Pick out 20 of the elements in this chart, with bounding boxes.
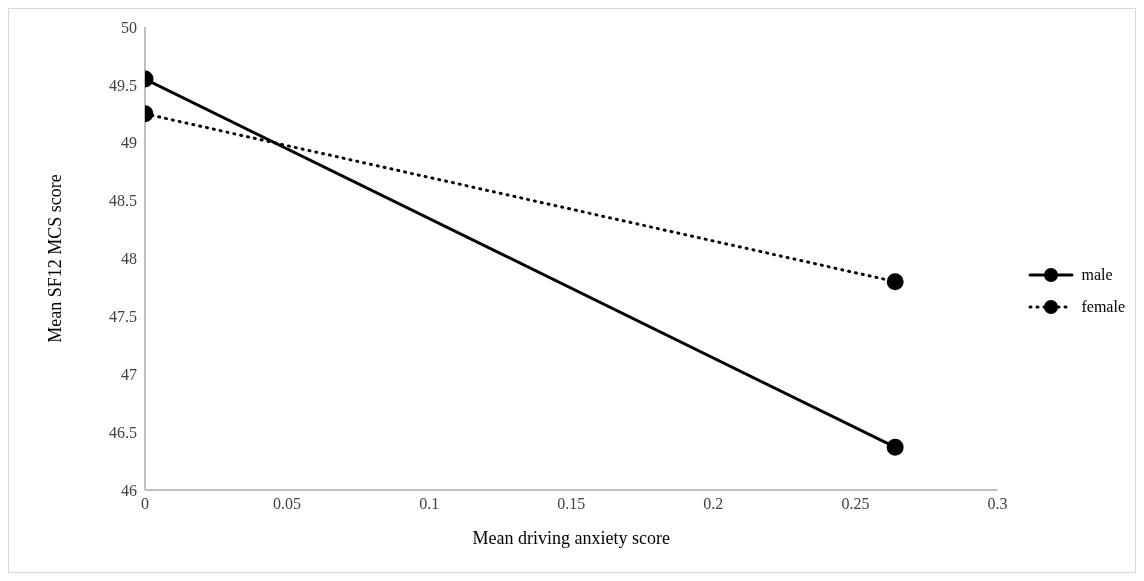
y-tick-label: 46 [121, 481, 137, 499]
y-tick-label: 50 [121, 18, 137, 36]
y-tick-label: 48 [121, 250, 137, 268]
legend-label: male [1081, 265, 1113, 284]
x-tick-label: 0.2 [703, 495, 724, 513]
x-tick-label: 0 [141, 495, 149, 513]
y-tick-label: 49 [121, 134, 137, 152]
y-tick-label: 47.5 [109, 308, 137, 326]
x-tick-label: 0.1 [419, 495, 440, 513]
y-tick-label: 49.5 [109, 76, 137, 94]
legend-label: female [1081, 297, 1125, 316]
y-tick-label: 47 [121, 365, 137, 383]
y-axis-title: Mean SF12 MCS score [45, 174, 66, 343]
x-axis-title: Mean driving anxiety score [472, 528, 670, 548]
y-tick-label: 48.5 [109, 192, 137, 210]
x-tick-label: 0.25 [841, 495, 870, 513]
x-tick-label: 0.05 [273, 495, 302, 513]
x-tick-label: 0.15 [557, 495, 586, 513]
y-tick-label: 46.5 [109, 423, 137, 441]
x-tick-label: 0.3 [987, 495, 1008, 513]
